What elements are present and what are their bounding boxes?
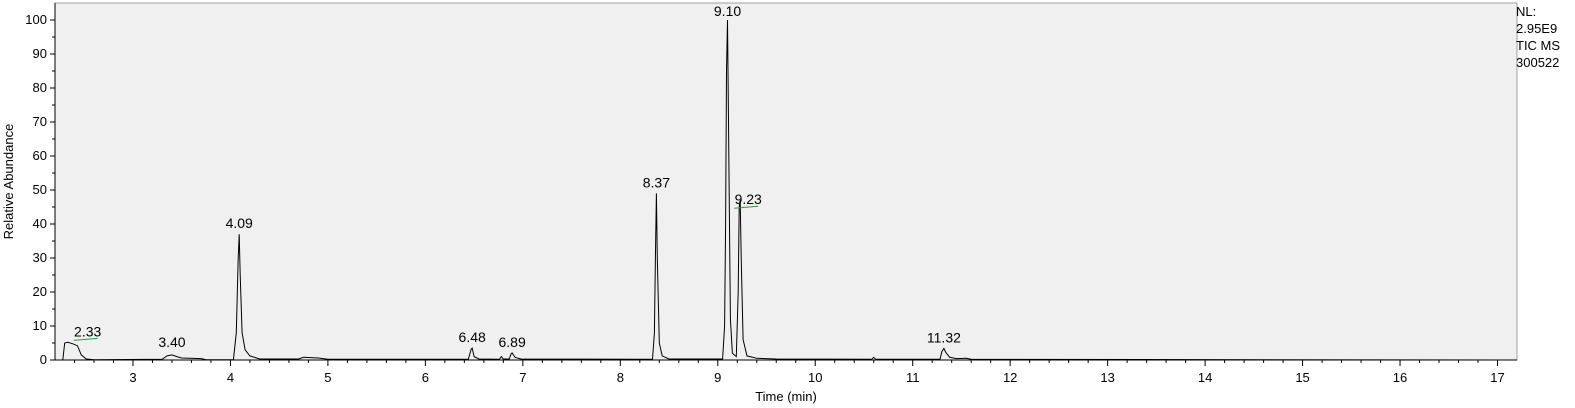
y-tick-label: 40 [33, 216, 47, 231]
peak-label: 2.33 [74, 323, 101, 339]
x-tick-label: 12 [1003, 370, 1017, 385]
x-tick-label: 13 [1100, 370, 1114, 385]
y-axis-title: Relative Abundance [1, 124, 16, 240]
x-tick-label: 16 [1393, 370, 1407, 385]
nl-label: NL: [1516, 4, 1537, 19]
x-ticks: 3 4 5 6 7 8 9 10 11 12 13 14 15 16 17 [73, 360, 1505, 385]
x-tick-label: 8 [617, 370, 624, 385]
y-tick-label: 30 [33, 250, 47, 265]
peak-label: 9.23 [735, 191, 762, 207]
y-tick-label: 80 [33, 80, 47, 95]
x-tick-label: 4 [227, 370, 234, 385]
y-tick-label: 20 [33, 284, 47, 299]
peak-label: 6.89 [498, 334, 525, 350]
y-ticks: 0 10 20 30 40 50 60 70 80 90 100 [25, 12, 55, 367]
x-tick-label: 5 [324, 370, 331, 385]
x-tick-label: 15 [1295, 370, 1309, 385]
plot-area [54, 2, 1518, 361]
peak-label: 9.10 [714, 3, 741, 19]
x-tick-label: 3 [129, 370, 136, 385]
peak-label: 4.09 [226, 215, 253, 231]
trace-group [62, 19, 1508, 361]
integration-marker [73, 337, 98, 341]
nl-value: 2.95E9 [1516, 21, 1558, 36]
scan-filter: TIC MS [1516, 38, 1561, 53]
peak-labels: 2.33 3.40 4.09 6.48 6.89 8.37 9.10 9.23 11.32 [73, 3, 961, 350]
y-tick-label: 0 [40, 352, 47, 367]
x-tick-label: 17 [1490, 370, 1504, 385]
y-tick-label: 70 [33, 114, 47, 129]
x-tick-label: 9 [714, 370, 721, 385]
peak-label: 6.48 [459, 329, 486, 345]
x-tick-label: 6 [422, 370, 429, 385]
chromatogram-trace [62, 19, 1508, 361]
y-tick-label: 50 [33, 182, 47, 197]
y-tick-label: 90 [33, 46, 47, 61]
peak-label: 11.32 [927, 329, 961, 345]
y-tick-label: 100 [25, 12, 47, 27]
sample-id: 300522 [1516, 55, 1560, 70]
x-tick-label: 7 [519, 370, 526, 385]
normalization-info: NL: 2.95E9 TIC MS 300522 [1516, 3, 1560, 71]
peak-label: 8.37 [643, 174, 670, 190]
x-axis-title: Time (min) [755, 389, 817, 404]
y-tick-label: 10 [33, 318, 47, 333]
peak-label: 3.40 [158, 334, 185, 350]
integration-marker [734, 205, 759, 209]
x-tick-label: 14 [1198, 370, 1212, 385]
y-tick-label: 60 [33, 148, 47, 163]
x-tick-label: 11 [906, 370, 920, 385]
x-tick-label: 10 [808, 370, 822, 385]
